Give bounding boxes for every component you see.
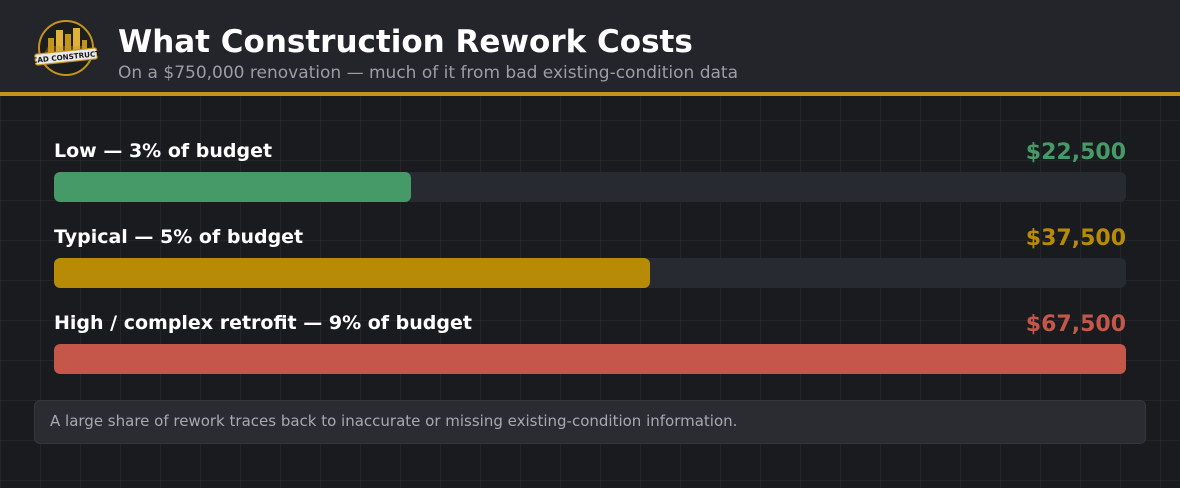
header-bar: CAD CONSTRUCT What Construction Rework C… — [0, 0, 1180, 96]
bar-row: High / complex retrofit — 9% of budget $6… — [54, 312, 1126, 392]
bar-track — [54, 172, 1126, 202]
bar-value-label: $67,500 — [1025, 312, 1126, 337]
bar-row: Low — 3% of budget $22,500 — [54, 140, 1126, 220]
bar-track — [54, 344, 1126, 374]
bar-label: Low — 3% of budget — [54, 140, 273, 162]
bar-fill — [54, 344, 1126, 374]
bar-value-label: $22,500 — [1025, 140, 1126, 165]
bar-value-label: $37,500 — [1025, 226, 1126, 251]
footnote: A large share of rework traces back to i… — [34, 400, 1146, 444]
bar-fill — [54, 258, 650, 288]
page-subtitle: On a $750,000 renovation — much of it fr… — [118, 63, 738, 83]
bar-fill — [54, 172, 411, 202]
page-title: What Construction Rework Costs — [118, 24, 693, 60]
bar-track — [54, 258, 1126, 288]
bar-row: Typical — 5% of budget $37,500 — [54, 226, 1126, 306]
cad-construct-logo: CAD CONSTRUCT — [34, 20, 98, 76]
bar-label: Typical — 5% of budget — [54, 226, 304, 248]
bar-label: High / complex retrofit — 9% of budget — [54, 312, 472, 334]
